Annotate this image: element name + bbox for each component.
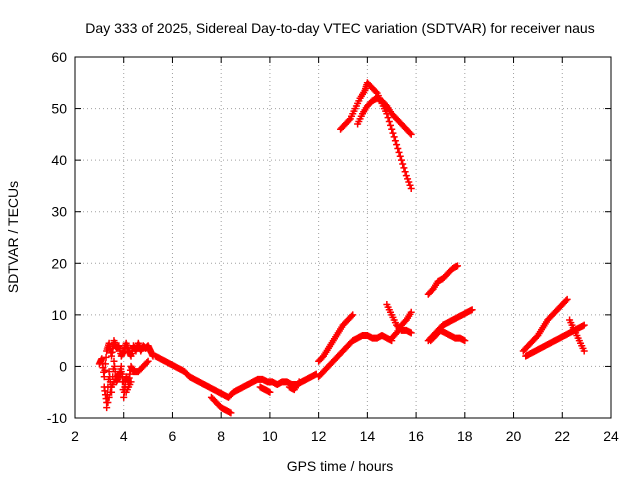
y-tick-label: 60 [51, 49, 67, 65]
x-ticks: 2 4 6 8 10 12 14 16 18 20 22 24 [71, 57, 619, 444]
data-point [563, 295, 571, 303]
x-tick-label: 20 [506, 428, 522, 444]
data-point [127, 378, 135, 386]
data-point-interp [389, 129, 397, 137]
series-rising-afternoon [315, 311, 396, 381]
x-tick-label: 12 [311, 428, 327, 444]
data-point-interp [400, 164, 408, 172]
data-point-interp [405, 178, 413, 186]
data-point-interp [101, 366, 109, 374]
x-tick-label: 14 [360, 428, 376, 444]
series-early-cluster [95, 337, 157, 412]
data-point-interp [390, 133, 398, 141]
data-point-interp [406, 181, 414, 189]
data-point [402, 172, 410, 180]
data-point [295, 378, 303, 386]
data-point [103, 404, 111, 412]
x-tick-label: 4 [120, 428, 128, 444]
data-point-interp [345, 116, 353, 124]
data-point [454, 262, 462, 270]
data-point [117, 368, 125, 376]
data-point [407, 185, 415, 193]
data-point [144, 357, 152, 365]
data-point-interp [562, 297, 570, 305]
chart-title: Day 333 of 2025, Sidereal Day-to-day VTE… [85, 20, 594, 36]
x-tick-label: 22 [554, 428, 570, 444]
data-point-interp [143, 359, 151, 367]
x-tick-label: 2 [71, 428, 79, 444]
data-point [349, 311, 357, 319]
y-tick-label: 10 [51, 307, 67, 323]
y-tick-label: -10 [47, 410, 67, 426]
data-point-interp [105, 393, 113, 401]
data-point [227, 409, 235, 417]
data-point-interp [404, 175, 412, 183]
data-point-interp [406, 129, 414, 137]
data-points [95, 79, 588, 417]
data-point [407, 130, 415, 138]
series-late-afternoon [383, 262, 476, 345]
data-point-interp [401, 168, 409, 176]
y-tick-label: 50 [51, 101, 67, 117]
data-point-interp [384, 114, 392, 122]
series-peak-arcs [337, 79, 415, 193]
series-evening [519, 295, 588, 360]
x-tick-label: 8 [217, 428, 225, 444]
data-point [407, 308, 415, 316]
data-point [388, 125, 396, 133]
x-tick-label: 18 [457, 428, 473, 444]
data-point [580, 321, 588, 329]
data-point [397, 156, 405, 164]
data-point-interp [106, 388, 114, 396]
data-point [393, 141, 401, 149]
data-point-interp [104, 399, 112, 407]
data-point-interp [119, 373, 127, 381]
data-point-interp [391, 137, 399, 145]
data-point-interp [116, 369, 124, 377]
data-point-interp [387, 121, 395, 129]
data-point-interp [102, 353, 110, 361]
data-point-interp [396, 152, 404, 160]
data-point-interp [101, 360, 109, 368]
data-point [461, 337, 469, 345]
grid [75, 57, 611, 418]
data-point [580, 347, 588, 355]
y-tick-label: 30 [51, 204, 67, 220]
data-point-interp [372, 88, 380, 96]
data-point [468, 306, 476, 314]
data-point [407, 329, 415, 337]
data-point-interp [395, 148, 403, 156]
y-tick-label: 0 [59, 358, 67, 374]
y-axis-label: SDTVAR / TECUs [5, 181, 21, 293]
data-point-interp [385, 117, 393, 125]
plot-frame [74, 56, 612, 419]
y-tick-label: 20 [51, 255, 67, 271]
x-axis-label: GPS time / hours [287, 458, 394, 474]
y-tick-label: 40 [51, 152, 67, 168]
data-point [266, 388, 274, 396]
data-point-interp [399, 160, 407, 168]
series-decline-and-recovery [151, 352, 320, 417]
x-tick-label: 10 [262, 428, 278, 444]
x-tick-label: 24 [603, 428, 619, 444]
data-point-interp [348, 312, 356, 320]
x-tick-label: 6 [169, 428, 177, 444]
y-ticks: -10 0 10 20 30 40 50 60 [47, 49, 611, 426]
x-tick-label: 16 [408, 428, 424, 444]
data-point-interp [394, 145, 402, 153]
data-point-interp [120, 378, 128, 386]
